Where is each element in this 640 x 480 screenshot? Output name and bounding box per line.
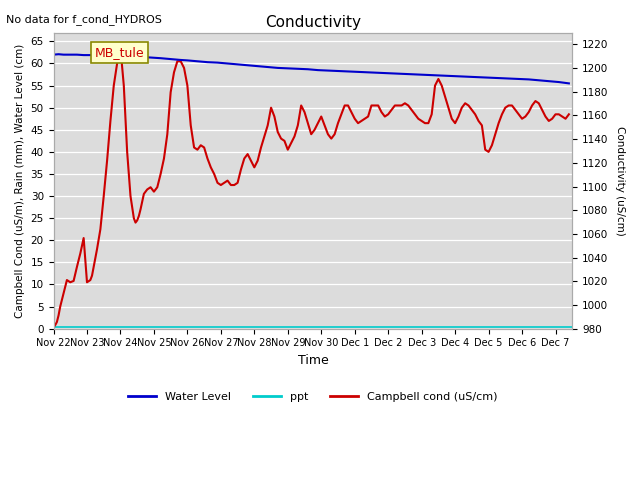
Text: No data for f_cond_HYDROS: No data for f_cond_HYDROS (6, 14, 163, 25)
Text: MB_tule: MB_tule (95, 46, 145, 59)
Y-axis label: Conductivity (uS/cm): Conductivity (uS/cm) (615, 126, 625, 236)
Legend: Water Level, ppt, Campbell cond (uS/cm): Water Level, ppt, Campbell cond (uS/cm) (124, 387, 502, 406)
Title: Conductivity: Conductivity (265, 15, 361, 30)
Y-axis label: Campbell Cond (uS/m), Rain (mm), Water Level (cm): Campbell Cond (uS/m), Rain (mm), Water L… (15, 44, 25, 318)
X-axis label: Time: Time (298, 354, 328, 367)
